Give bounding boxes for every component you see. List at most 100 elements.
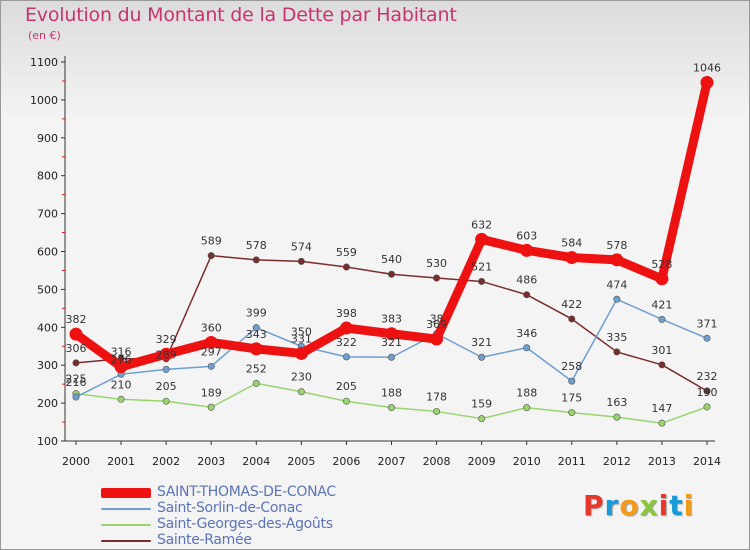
data-label: 371: [697, 317, 718, 330]
data-label: 540: [381, 253, 402, 266]
data-point: [297, 388, 305, 396]
data-label: 216: [66, 376, 87, 389]
data-point: [700, 75, 714, 89]
x-tick-label: 2012: [603, 455, 631, 468]
data-label: 578: [606, 239, 627, 252]
x-tick-label: 2014: [693, 455, 721, 468]
data-label: 1046: [693, 61, 721, 74]
data-label: 190: [697, 386, 718, 399]
data-label: 38: [430, 313, 444, 326]
data-point: [478, 277, 486, 285]
data-label: 350: [291, 325, 312, 338]
data-label: 521: [471, 260, 492, 273]
data-point: [252, 379, 260, 387]
data-point: [610, 253, 624, 267]
data-label: 329: [156, 333, 177, 346]
data-point: [342, 353, 350, 361]
data-label: 343: [246, 328, 267, 341]
data-point: [613, 295, 621, 303]
data-point: [249, 342, 263, 356]
data-label: 188: [516, 387, 537, 400]
data-label: 258: [561, 360, 582, 373]
data-label: 321: [471, 336, 492, 349]
y-tick-label: 800: [37, 170, 58, 183]
data-label: 205: [336, 380, 357, 393]
data-label: 210: [111, 378, 132, 391]
data-point: [252, 256, 260, 264]
data-label: 178: [426, 390, 447, 403]
data-point: [703, 334, 711, 342]
x-tick-label: 2003: [197, 455, 225, 468]
data-point: [204, 335, 218, 349]
data-point: [433, 407, 441, 415]
data-point: [387, 353, 395, 361]
y-tick-label: 1100: [30, 56, 58, 69]
data-label: 188: [381, 387, 402, 400]
data-label: 306: [66, 342, 87, 355]
data-point: [72, 393, 80, 401]
data-label: 589: [201, 235, 222, 248]
data-point: [658, 361, 666, 369]
y-tick-label: 900: [37, 132, 58, 145]
y-tick-label: 300: [37, 359, 58, 372]
y-tick-label: 200: [37, 397, 58, 410]
data-point: [159, 347, 173, 361]
x-tick-label: 2001: [107, 455, 135, 468]
x-tick-label: 2011: [558, 455, 586, 468]
data-point: [703, 403, 711, 411]
chart-title: Evolution du Montant de la Dette par Hab…: [25, 4, 457, 26]
data-point: [207, 362, 215, 370]
data-label: 321: [381, 336, 402, 349]
data-label: 528: [651, 258, 672, 271]
data-point: [658, 419, 666, 427]
y-tick-label: 400: [37, 321, 58, 334]
data-point: [430, 332, 444, 346]
data-label: 225: [66, 373, 87, 386]
data-point: [294, 346, 308, 360]
data-point: [69, 327, 83, 341]
x-tick-label: 2009: [468, 455, 496, 468]
data-label: 331: [291, 332, 312, 345]
logo-letter: i: [683, 489, 695, 522]
logo-letter: P: [583, 489, 605, 522]
logo-letter: o: [619, 489, 640, 522]
chart-unit-label: (en €): [28, 29, 61, 42]
data-point: [117, 395, 125, 403]
data-label: 189: [201, 386, 222, 399]
data-label: 584: [561, 237, 582, 250]
data-point: [658, 315, 666, 323]
data-label: 530: [426, 257, 447, 270]
data-label: 276: [111, 353, 132, 366]
data-label: 574: [291, 240, 312, 253]
y-tick-label: 100: [37, 435, 58, 448]
data-point: [655, 272, 669, 286]
x-tick-label: 2010: [513, 455, 541, 468]
data-label: 474: [606, 278, 627, 291]
legend-swatch: [101, 540, 151, 542]
legend-swatch: [101, 524, 151, 526]
data-label: 383: [381, 313, 402, 326]
data-point: [297, 257, 305, 265]
data-point: [613, 413, 621, 421]
data-point: [478, 353, 486, 361]
data-point: [162, 397, 170, 405]
logo-letter: x: [639, 489, 659, 522]
x-tick-label: 2008: [423, 455, 451, 468]
data-point: [613, 348, 621, 356]
data-point: [387, 404, 395, 412]
data-label: 289: [156, 348, 177, 361]
data-point: [433, 274, 441, 282]
data-point: [387, 270, 395, 278]
data-point: [339, 321, 353, 335]
y-tick-label: 600: [37, 246, 58, 259]
data-label: 147: [651, 402, 672, 415]
data-point: [342, 263, 350, 271]
x-tick-label: 2002: [152, 455, 180, 468]
data-label: 301: [651, 344, 672, 357]
data-point: [252, 324, 260, 332]
x-tick-label: 2007: [378, 455, 406, 468]
y-tick-label: 700: [37, 208, 58, 221]
data-label: 205: [156, 380, 177, 393]
data-point: [207, 403, 215, 411]
